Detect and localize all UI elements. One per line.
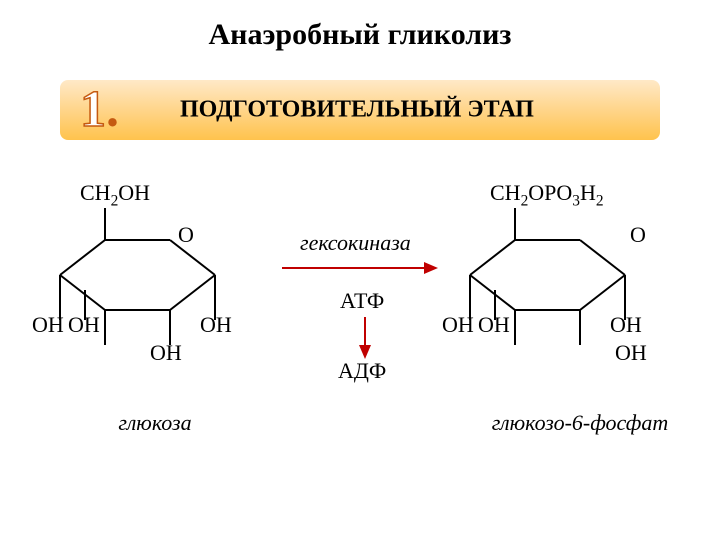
stage-banner: 1 . ПОДГОТОВИТЕЛЬНЫЙ ЭТАП [60, 80, 660, 140]
g6p-oh-1: ОН [442, 312, 474, 338]
enzyme-label: гексокиназа [300, 230, 411, 256]
glucose-oh-2: ОН [68, 312, 100, 338]
glucose-ch2oh: CH2OH [80, 180, 150, 210]
stage-number-wrap: 1 . [80, 84, 119, 136]
stage-text: ПОДГОТОВИТЕЛЬНЫЙ ЭТАП [180, 97, 534, 124]
reaction-arrow [280, 258, 440, 278]
atp-to-adp-arrow [355, 315, 375, 360]
stage-dot: . [106, 84, 119, 136]
g6p-oh-2: ОН [478, 312, 510, 338]
g6p-name: глюкозо-6-фосфат [460, 410, 700, 436]
page-title: Анаэробный гликолиз [0, 0, 720, 52]
glucose-ring-o: O [178, 222, 194, 248]
glucose-oh-1: ОН [32, 312, 64, 338]
g6p-ring-o: O [630, 222, 646, 248]
glucose-oh-4: ОН [200, 312, 232, 338]
stage-number: 1 [80, 84, 106, 136]
g6p-ch2opo3h2: CH2OPO3H2 [490, 180, 604, 210]
reaction-diagram: CH2OH O ОН ОН ОН ОН глюкоза гексокиназа … [0, 170, 720, 510]
glucose-name: глюкоза [80, 410, 230, 436]
molecule-g6p: CH2OPO3H2 O ОН ОН ОН ОН [460, 190, 670, 370]
molecule-glucose: CH2OH O ОН ОН ОН ОН [50, 190, 260, 370]
g6p-oh-4: ОН [610, 312, 642, 338]
atp-label: АТФ [340, 288, 384, 314]
g6p-oh-3: ОН [615, 340, 647, 366]
adp-label: АДФ [338, 358, 386, 384]
glucose-oh-3: ОН [150, 340, 182, 366]
